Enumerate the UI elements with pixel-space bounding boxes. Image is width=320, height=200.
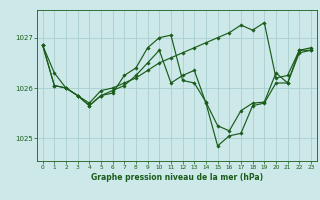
X-axis label: Graphe pression niveau de la mer (hPa): Graphe pression niveau de la mer (hPa) (91, 173, 263, 182)
